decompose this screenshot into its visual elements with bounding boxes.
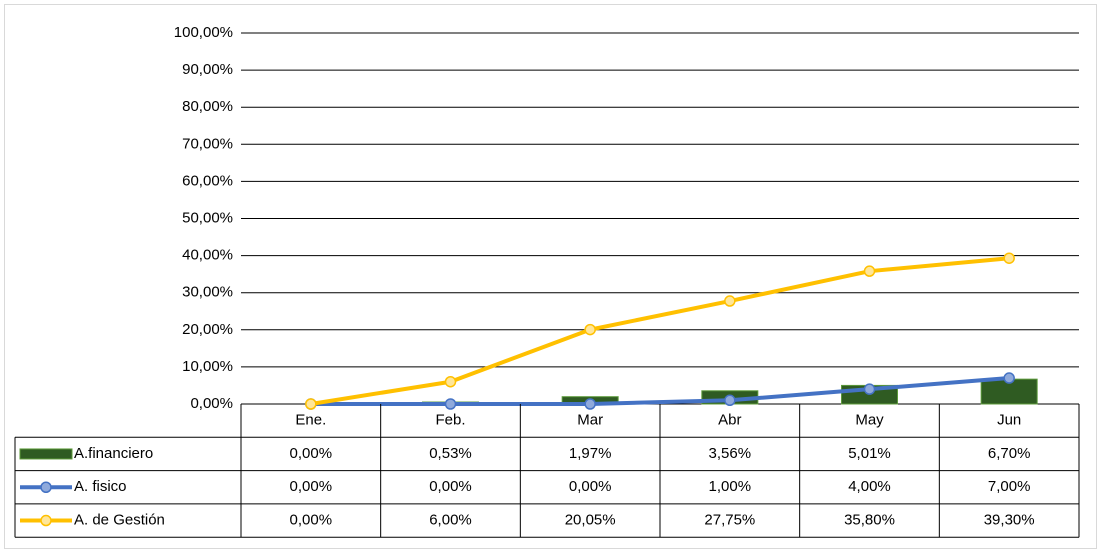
data-label: 5,01% (848, 445, 891, 462)
data-label: 1,97% (569, 445, 612, 462)
data-label: 0,00% (290, 512, 333, 529)
marker (305, 398, 317, 410)
data-label: 6,70% (988, 445, 1031, 462)
y-tick-label: 90,00% (182, 61, 233, 78)
marker (444, 398, 457, 410)
data-label: 39,30% (984, 512, 1035, 529)
marker (1003, 372, 1015, 384)
chart-border (4, 4, 1097, 549)
marker (584, 398, 596, 410)
legend-label: A.financiero (74, 445, 153, 462)
marker (863, 383, 876, 395)
x-tick-label: Ene. (295, 412, 326, 429)
marker (444, 375, 457, 388)
data-label: 0,00% (429, 478, 472, 495)
y-tick-label: 70,00% (182, 135, 233, 152)
data-label: 0,00% (569, 478, 612, 495)
y-tick-label: 80,00% (182, 98, 233, 115)
y-tick-label: 10,00% (182, 358, 233, 375)
marker (584, 323, 596, 336)
data-label: 4,00% (848, 478, 891, 495)
data-label: 27,75% (704, 512, 755, 529)
line (310, 376, 1010, 406)
legend-key (40, 481, 52, 493)
legend-label: A. fisico (74, 478, 127, 495)
y-tick-label: 60,00% (182, 172, 233, 189)
data-label: 1,00% (709, 478, 752, 495)
x-tick-label: Feb. (435, 412, 465, 429)
y-tick-label: 40,00% (182, 247, 233, 264)
legend-key (40, 514, 52, 527)
marker (724, 295, 736, 307)
y-tick-label: 20,00% (182, 321, 233, 338)
data-label: 3,56% (709, 445, 752, 462)
x-tick-label: Mar (577, 412, 603, 429)
y-tick-label: 0,00% (190, 395, 233, 412)
marker (1003, 252, 1015, 264)
y-tick-label: 50,00% (182, 209, 233, 226)
data-label: 7,00% (988, 478, 1031, 495)
data-label: 0,53% (429, 445, 472, 462)
data-label: 6,00% (429, 512, 472, 529)
x-tick-label: Abr (718, 412, 741, 429)
data-label: 0,00% (290, 478, 333, 495)
data-label: 35,80% (844, 512, 895, 529)
x-tick-label: Jun (997, 412, 1021, 429)
legend-key (19, 448, 73, 460)
x-tick-label: May (855, 412, 884, 429)
legend-label: A. de Gestión (74, 512, 165, 529)
line (310, 256, 1010, 406)
y-tick-label: 30,00% (182, 284, 233, 301)
data-label: 0,00% (290, 445, 333, 462)
marker (724, 394, 736, 407)
marker (863, 265, 876, 277)
y-tick-label: 100,00% (174, 24, 233, 41)
data-label: 20,05% (565, 512, 616, 529)
